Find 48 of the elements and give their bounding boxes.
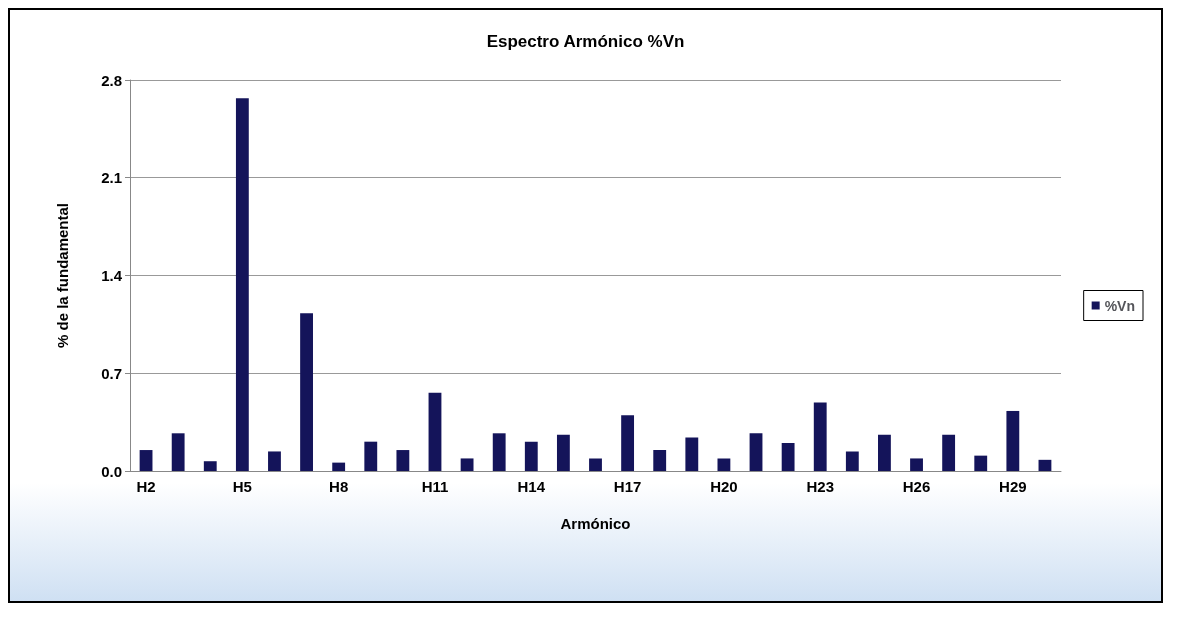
bar: [235, 98, 249, 471]
x-tick-label: H2: [136, 478, 156, 495]
bar: [813, 402, 827, 471]
bar: [396, 450, 410, 471]
bar: [460, 458, 474, 471]
bar: [717, 458, 731, 471]
x-tick-label: H26: [902, 478, 931, 495]
bar: [492, 433, 506, 471]
x-tick-label: H29: [999, 478, 1027, 495]
bar: [910, 458, 923, 471]
chart-title: Espectro Armónico %Vn: [486, 32, 685, 51]
x-tick-label: H17: [613, 478, 642, 495]
y-tick-label: 1.4: [101, 267, 123, 284]
y-tick-label: 2.1: [101, 169, 122, 187]
bar: [1038, 459, 1052, 471]
x-tick-label: H8: [329, 478, 349, 495]
bar: [845, 451, 859, 471]
bar: [942, 434, 956, 471]
x-tick-label: H23: [806, 478, 834, 495]
bar: [268, 451, 281, 471]
bar: [139, 450, 153, 471]
bar: [428, 392, 442, 471]
x-tick-label: H5: [232, 478, 252, 495]
bar: [621, 415, 635, 471]
x-axis-title: Armónico: [560, 515, 631, 532]
bar: [878, 434, 891, 471]
bar: [364, 441, 378, 471]
bar: [556, 434, 570, 471]
bar: [524, 441, 538, 471]
bar: [974, 455, 988, 471]
bar: [749, 433, 763, 471]
y-tick-label: 2.8: [101, 71, 122, 89]
bar: [653, 450, 667, 471]
bar: [685, 437, 699, 471]
bar: [1006, 410, 1020, 471]
bar: [203, 461, 217, 471]
bar: [332, 462, 346, 471]
x-tick-label: H11: [421, 478, 449, 495]
y-tick-label: 0.7: [101, 364, 122, 382]
y-tick-label: 0.0: [101, 462, 122, 480]
bar: [781, 443, 795, 471]
bar: [300, 313, 313, 471]
x-tick-label: H14: [517, 478, 546, 495]
y-axis-title: % de la fundamental: [54, 202, 71, 349]
legend-label: %Vn: [1104, 297, 1136, 314]
x-tick-label: H20: [710, 478, 738, 495]
bar: [171, 433, 185, 471]
bar: [589, 458, 602, 471]
